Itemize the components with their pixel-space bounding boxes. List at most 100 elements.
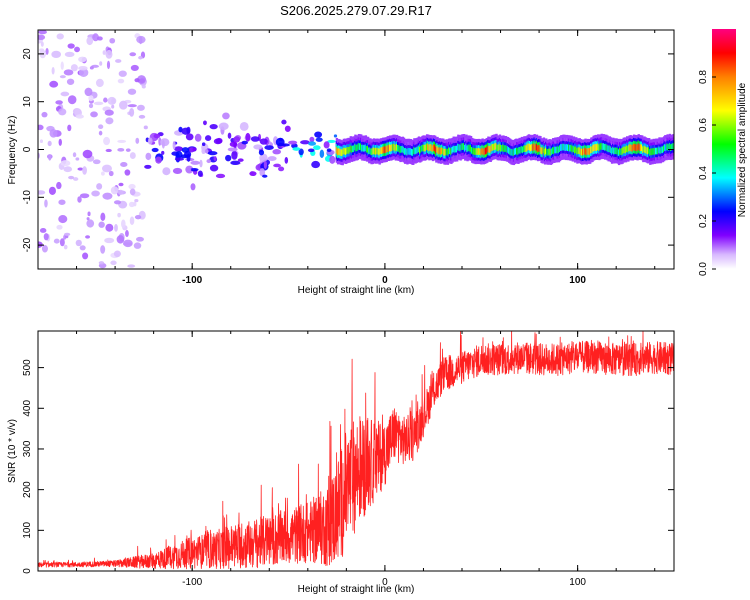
heatmap-cell <box>237 158 244 162</box>
heatmap-cell <box>134 78 140 83</box>
heatmap-cell <box>190 167 199 172</box>
heatmap-cell <box>258 149 265 156</box>
heatmap-cell <box>273 163 281 168</box>
heatmap-cell <box>106 60 111 70</box>
heatmap-cell <box>153 133 161 139</box>
heatmap-cell <box>250 136 260 142</box>
heatmap-feature <box>288 131 338 169</box>
heatmap-cell <box>64 51 75 58</box>
heatmap-cell <box>134 199 139 203</box>
heatmap-cell <box>117 139 127 143</box>
x-tick-label: 100 <box>569 577 586 588</box>
heatmap-cell <box>85 235 91 239</box>
heatmap-cell <box>218 122 229 130</box>
heatmap-cell <box>86 219 95 228</box>
heatmap-cell <box>278 166 285 172</box>
heatmap-cell <box>100 245 106 254</box>
colorbar: 0.0 0.2 0.4 0.6 0.8 Normalized spectral ampl… <box>698 29 748 276</box>
heatmap-cell <box>249 171 257 177</box>
y-tick-label: 20 <box>22 48 33 60</box>
heatmap-cell <box>113 200 122 205</box>
heatmap-cell <box>672 143 674 150</box>
heatmap-cell <box>125 148 131 152</box>
heatmap-cell <box>49 129 58 138</box>
heatmap-cell <box>144 164 152 169</box>
heatmap-cell <box>204 135 212 142</box>
heatmap-cell <box>68 175 75 180</box>
heatmap-cell <box>89 66 94 70</box>
heatmap-cell <box>118 70 127 77</box>
heatmap-cell <box>174 157 185 161</box>
heatmap-cell <box>95 78 104 88</box>
heatmap-cell <box>77 167 84 171</box>
heatmap-cell <box>197 170 203 177</box>
heatmap-cell <box>119 100 128 110</box>
heatmap-cell <box>43 233 49 241</box>
heatmap-cell <box>138 114 146 119</box>
heatmap-cell <box>192 147 197 152</box>
heatmap-cell <box>161 140 165 149</box>
heatmap-cell <box>129 216 135 225</box>
heatmap-cell <box>60 61 64 70</box>
heatmap-cell <box>264 145 274 150</box>
heatmap-cell <box>259 153 268 163</box>
heatmap-cell <box>93 101 104 106</box>
heatmap-cell <box>230 160 241 166</box>
x-tick-label: 100 <box>569 275 586 286</box>
heatmap-cell <box>263 160 268 170</box>
heatmap-cell <box>39 139 43 144</box>
heatmap-cell <box>38 190 46 195</box>
heatmap-cell <box>105 148 112 153</box>
heatmap-cell <box>96 183 103 190</box>
heatmap-cell <box>162 167 171 176</box>
heatmap-cell <box>284 125 291 132</box>
heatmap-cell <box>59 238 65 247</box>
heatmap-cell <box>245 132 251 142</box>
spectrogram-xlabel: Height of straight line (km) <box>298 285 415 296</box>
heatmap-cell <box>60 160 71 167</box>
heatmap-cell <box>78 65 88 71</box>
heatmap-cell <box>139 78 145 83</box>
heatmap-feature <box>38 30 147 269</box>
snr-xlabel: Height of straight line (km) <box>298 584 415 595</box>
colorbar-label: Normalized spectral amplitude <box>737 82 748 217</box>
heatmap-cell <box>229 141 238 147</box>
heatmap-cell <box>213 156 217 161</box>
heatmap-cell <box>314 131 323 138</box>
heatmap-cell <box>209 164 219 172</box>
y-tick-label: 100 <box>22 522 33 539</box>
heatmap-cell <box>215 173 226 179</box>
x-tick-label: -100 <box>182 577 202 588</box>
heatmap-cell <box>141 84 146 89</box>
heatmap-cell <box>38 124 44 131</box>
y-tick-label: 200 <box>22 481 33 498</box>
heatmap-cell <box>114 223 118 232</box>
heatmap-cell <box>135 236 144 242</box>
heatmap-cell <box>105 223 114 232</box>
heatmap-cell <box>118 182 124 187</box>
heatmap-cell <box>96 36 103 41</box>
heatmap-cell <box>103 136 111 146</box>
heatmap-feature <box>143 112 291 191</box>
heatmap-cell <box>326 148 332 152</box>
y-tick-label: 400 <box>22 400 33 417</box>
heatmap-cell <box>105 117 114 125</box>
heatmap-cell <box>284 157 289 164</box>
heatmap-cell <box>138 36 143 45</box>
colorbar-tick-label: 0.6 <box>698 118 709 132</box>
heatmap-cell <box>67 124 72 132</box>
heatmap-cell <box>63 232 71 236</box>
heatmap-cell <box>155 156 162 164</box>
heatmap-cell <box>129 152 136 159</box>
heatmap-cell <box>281 119 287 125</box>
heatmap-cell <box>113 250 121 258</box>
heatmap-cell <box>116 235 125 244</box>
heatmap-feature <box>335 133 674 166</box>
heatmap-cell <box>327 139 336 143</box>
colorbar-tick-label: 0.4 <box>698 166 709 180</box>
heatmap-cell <box>109 37 116 44</box>
heatmap-cell <box>201 142 206 147</box>
heatmap-cell <box>206 159 212 164</box>
heatmap-cell <box>298 148 304 156</box>
heatmap-cell <box>307 148 315 153</box>
